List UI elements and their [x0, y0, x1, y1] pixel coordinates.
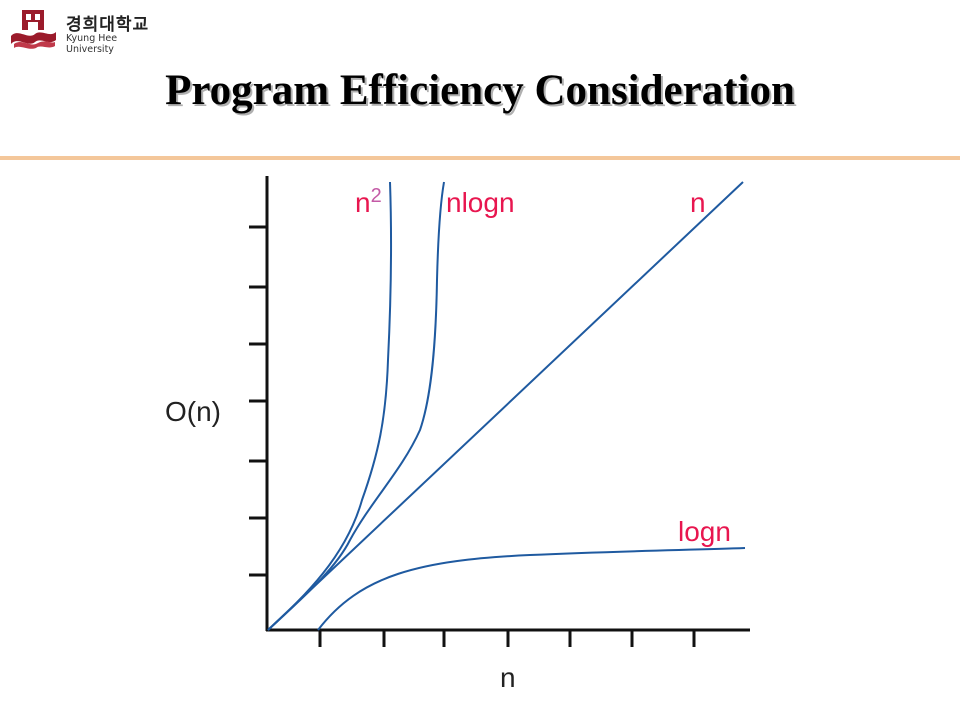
curve-nlogn: [267, 181, 445, 631]
label-n-squared: n2: [355, 185, 382, 218]
logo-korean-text: 경희대학교: [66, 15, 150, 35]
title-divider: [0, 156, 960, 160]
y-axis-label: O(n): [165, 396, 221, 427]
label-n: n: [690, 187, 706, 218]
university-emblem-icon: [11, 10, 56, 49]
slide-title: Program Efficiency Consideration: [165, 67, 795, 114]
label-nlogn: nlogn: [446, 187, 515, 218]
label-logn: logn: [678, 516, 731, 547]
logo-english-text: Kyung Hee University: [66, 33, 118, 55]
curve-logn: [317, 547, 746, 631]
curve-n: [267, 181, 744, 631]
x-axis-label: n: [500, 662, 516, 693]
x-ticks: [318, 630, 696, 647]
curve-n-squared: [267, 181, 393, 631]
label-n-squared-superscript: 2: [371, 185, 382, 207]
label-n-squared-base: n: [355, 187, 371, 218]
y-ticks: [249, 225, 267, 577]
university-logo: 경희대학교 Kyung Hee University: [8, 6, 168, 55]
